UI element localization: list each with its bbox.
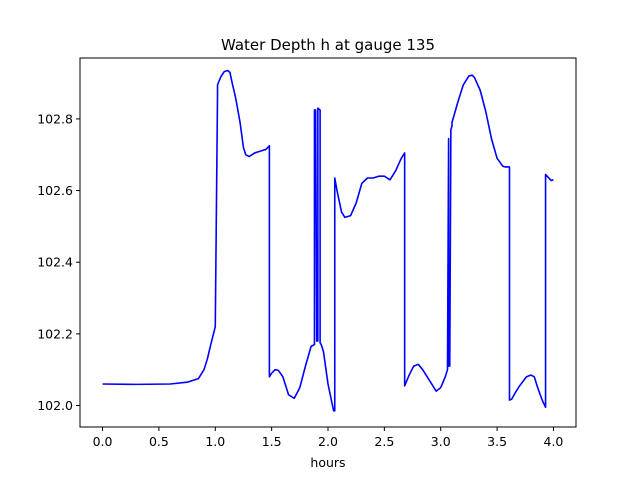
x-tick-label: 0.0 xyxy=(93,434,113,449)
x-axis-label: hours xyxy=(310,455,345,470)
x-tick-label: 1.0 xyxy=(205,434,225,449)
series-layer xyxy=(102,69,554,412)
x-tick-label: 3.0 xyxy=(431,434,451,449)
x-tick-label: 3.5 xyxy=(487,434,507,449)
y-tick-label: 102.2 xyxy=(37,326,73,341)
plot-frame xyxy=(79,57,577,428)
ticks-layer: 0.0 0.5 1.0 1.5 2.0 2.5 3.0 3.5 4.0 102.0 102.2 102… xyxy=(37,111,563,449)
x-tick-label: 2.5 xyxy=(374,434,394,449)
x-tick-label: 2.0 xyxy=(318,434,338,449)
y-tick-label: 102.6 xyxy=(37,183,73,198)
y-tick-label: 102.0 xyxy=(37,398,73,413)
x-tick-label: 0.5 xyxy=(149,434,169,449)
chart-title: Water Depth h at gauge 135 xyxy=(221,36,435,54)
x-tick-label: 1.5 xyxy=(262,434,282,449)
y-tick-label: 102.4 xyxy=(37,255,73,270)
y-tick-label: 102.8 xyxy=(37,111,73,126)
x-tick-label: 4.0 xyxy=(544,434,564,449)
series-line xyxy=(102,69,554,412)
